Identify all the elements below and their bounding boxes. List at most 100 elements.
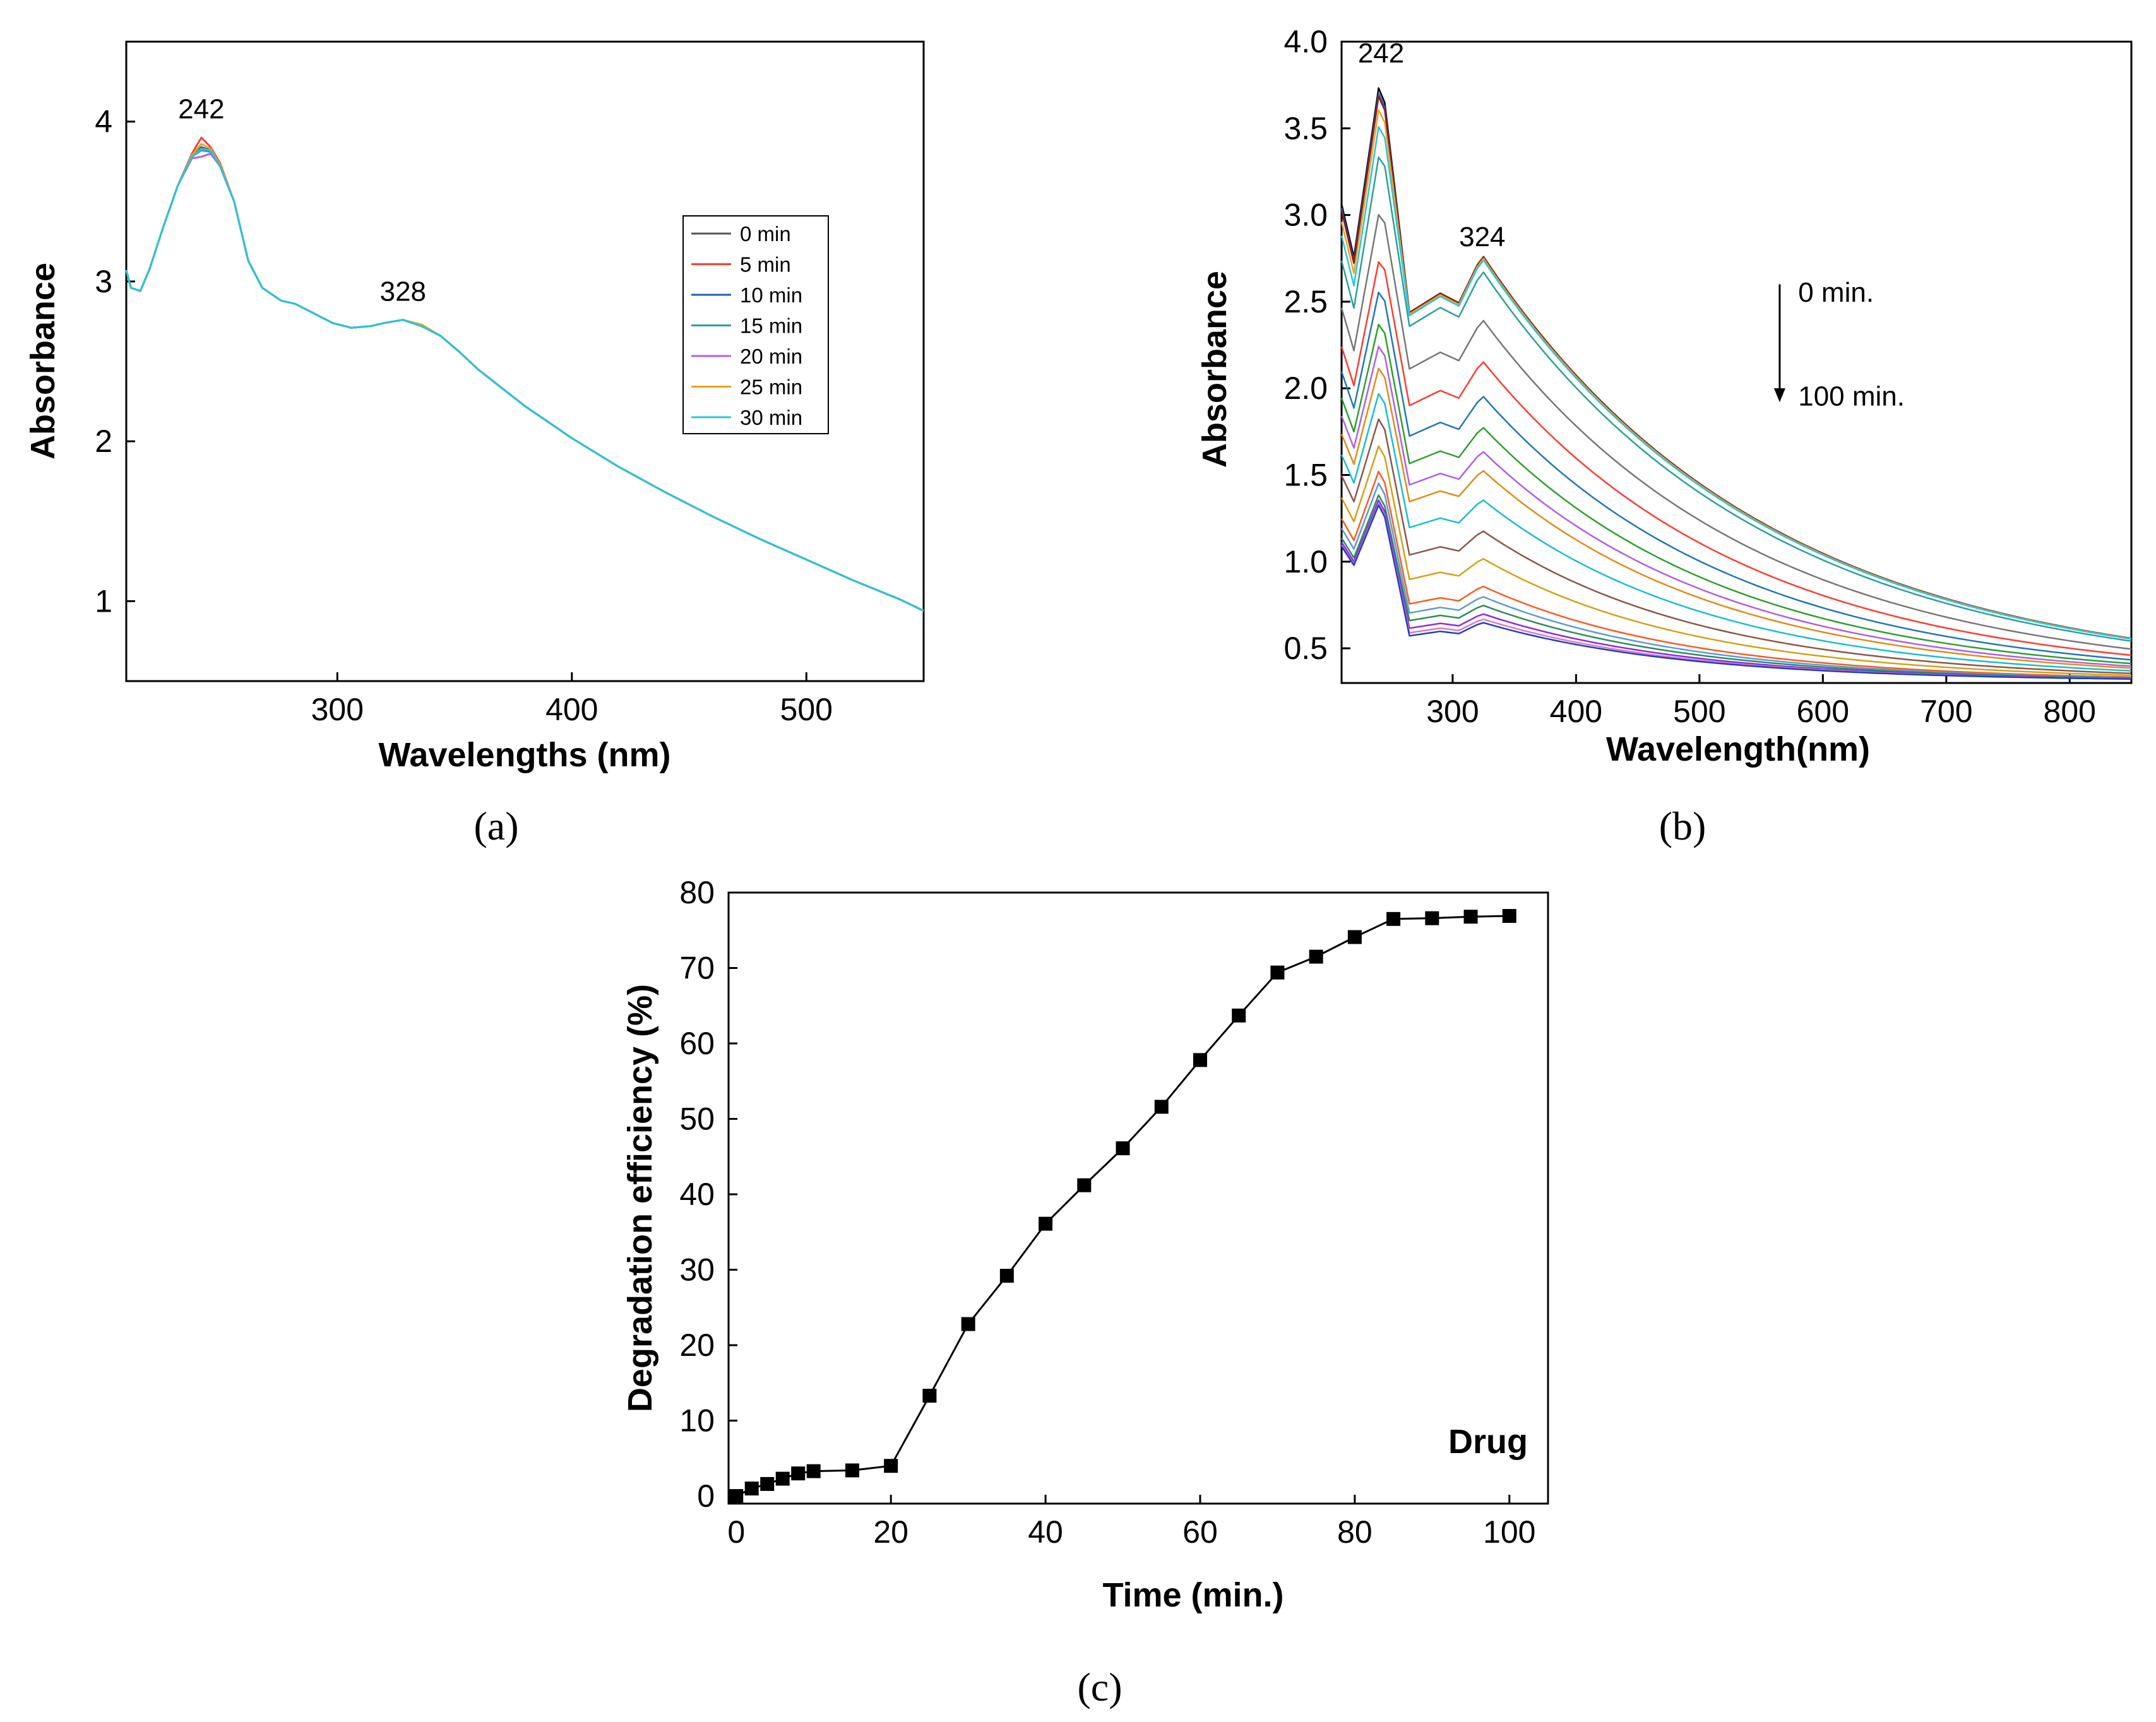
panel-c-data-point bbox=[1193, 1053, 1207, 1067]
panel-a-y-tick-label: 3 bbox=[95, 264, 112, 299]
panel-c-data-point bbox=[1154, 1100, 1169, 1114]
panel-b-x-tick-label: 600 bbox=[1797, 694, 1849, 729]
panel-a-legend-entry: 15 min bbox=[740, 314, 802, 338]
panel-c-x-tick-label: 80 bbox=[1337, 1514, 1373, 1550]
panel-c-data-point bbox=[791, 1466, 806, 1481]
panel-c-data-point bbox=[999, 1269, 1014, 1283]
panel-c-data-point bbox=[1039, 1216, 1053, 1231]
panel-b-series-line bbox=[1340, 504, 2132, 680]
panel-b-series-line bbox=[1340, 292, 2132, 661]
panel-c-x-tick-label: 100 bbox=[1483, 1514, 1535, 1550]
panel-c-data-point bbox=[1463, 910, 1478, 924]
panel-b-trend-arrowhead bbox=[1773, 388, 1785, 403]
panel-c-data-point bbox=[1270, 965, 1285, 980]
panel-b-x-tick-label: 500 bbox=[1673, 694, 1725, 729]
panel-c-y-tick-label: 20 bbox=[679, 1327, 715, 1363]
panel-c-data-point bbox=[1116, 1141, 1130, 1156]
panel-a-series-lines bbox=[125, 136, 924, 612]
panel-b-y-tick-label: 3.0 bbox=[1283, 198, 1328, 233]
panel-b-annotations: 242 324 0 min. 100 min. bbox=[1358, 38, 1905, 412]
panel-c-y-tick-label: 50 bbox=[679, 1101, 715, 1137]
panel-c-chart: 0 20 40 60 80 100 0 10 20 30 40 50 60 70 80 Drug Time … bbox=[621, 875, 1549, 1709]
panel-c-x-tick-label: 40 bbox=[1028, 1514, 1063, 1550]
panel-c-y-axis-label: Degradation efficiency (%) bbox=[621, 984, 659, 1412]
panel-c-series-line bbox=[736, 915, 1510, 1497]
panel-c-y-tick-label: 30 bbox=[679, 1252, 715, 1288]
panel-b-ticks: 300 400 500 600 700 800 0.5 1.0 1.5 2.0 2.5 3.0 3.5 4… bbox=[1283, 24, 2096, 729]
panel-c-data-point bbox=[1232, 1008, 1246, 1023]
panel-b-series-line bbox=[1340, 367, 2132, 669]
panel-c-data-point bbox=[1386, 911, 1401, 926]
panel-c-ticks: 0 20 40 60 80 100 0 10 20 30 40 50 60 70 80 bbox=[679, 875, 1535, 1550]
panel-c-y-tick-label: 80 bbox=[679, 875, 715, 910]
panel-b-y-tick-label: 4.0 bbox=[1283, 24, 1328, 59]
panel-a-legend-entry: 5 min bbox=[740, 253, 791, 276]
panel-c-plot-frame bbox=[727, 891, 1549, 1505]
panel-c-data-point bbox=[744, 1482, 759, 1496]
panel-b-y-axis-label: Absorbance bbox=[1196, 271, 1234, 468]
panel-b-series-line bbox=[1340, 109, 2132, 640]
panel-c-y-tick-label: 70 bbox=[679, 951, 715, 986]
panel-a-legend: 0 min 5 min 10 min 15 min 20 min 25 min 30 min bbox=[682, 215, 829, 434]
panel-b-series-line bbox=[1340, 261, 2132, 656]
panel-b-y-tick-label: 0.5 bbox=[1283, 631, 1328, 666]
panel-a-y-axis-label: Absorbance bbox=[24, 263, 62, 460]
panel-c-data-point bbox=[1502, 909, 1516, 923]
panel-a-x-axis-label: Wavelengths (nm) bbox=[378, 736, 670, 774]
panel-c-data-point bbox=[729, 1489, 744, 1504]
panel-c-y-tick-label: 60 bbox=[679, 1026, 715, 1061]
panel-a-x-tick-label: 300 bbox=[311, 692, 364, 727]
panel-a-series-line bbox=[125, 148, 924, 612]
panel-b-series-line bbox=[1340, 345, 2132, 667]
panel-b-y-tick-label: 1.0 bbox=[1283, 544, 1328, 579]
panel-a-annotations: 242 328 bbox=[178, 94, 426, 307]
panel-b-annotation: 324 bbox=[1459, 222, 1505, 252]
panel-b-y-tick-label: 3.5 bbox=[1283, 110, 1328, 146]
panel-c-x-tick-label: 0 bbox=[727, 1514, 745, 1550]
panel-b-series-line bbox=[1340, 470, 2132, 678]
panel-b-annotation: 0 min. bbox=[1798, 277, 1874, 308]
panel-b-annotation: 242 bbox=[1358, 38, 1404, 69]
panel-a-plot-frame bbox=[125, 40, 925, 682]
panel-c-data-point bbox=[884, 1459, 898, 1473]
panel-c-series-label: Drug bbox=[1448, 1423, 1528, 1461]
panel-c-y-tick-label: 40 bbox=[679, 1177, 715, 1212]
panel-b-x-axis-label: Wavelength(nm) bbox=[1606, 730, 1870, 768]
panel-b-x-tick-label: 700 bbox=[1920, 694, 1972, 729]
panel-b-label: (b) bbox=[1659, 804, 1706, 848]
panel-c-data-point bbox=[1077, 1178, 1092, 1192]
panel-a-legend-entry: 30 min bbox=[740, 406, 802, 429]
panel-b-y-tick-label: 2.5 bbox=[1283, 284, 1328, 319]
panel-a-legend-entry: 25 min bbox=[740, 376, 802, 399]
panel-c-x-tick-label: 60 bbox=[1182, 1514, 1218, 1550]
panel-a-legend-entry: 0 min bbox=[740, 222, 791, 246]
panel-b-series-line bbox=[1340, 92, 2132, 639]
panel-a-y-tick-label: 2 bbox=[95, 424, 112, 459]
panel-c-data-point bbox=[961, 1317, 975, 1331]
panel-b-series-line bbox=[1340, 126, 2132, 640]
panel-c-data-point bbox=[845, 1463, 859, 1478]
panel-b-series-line bbox=[1340, 445, 2132, 677]
panel-b-y-tick-label: 1.5 bbox=[1283, 457, 1328, 492]
panel-c-data-point bbox=[1425, 911, 1439, 925]
panel-a-peak-label: 242 bbox=[178, 94, 224, 125]
panel-c-data-point bbox=[1347, 930, 1362, 944]
panel-b-series-line bbox=[1340, 418, 2132, 675]
panel-b-series-line bbox=[1340, 393, 2132, 672]
panel-b-annotation: 100 min. bbox=[1798, 381, 1905, 412]
panel-c-y-tick-label: 10 bbox=[679, 1403, 715, 1439]
panel-b-x-tick-label: 300 bbox=[1426, 694, 1479, 729]
panel-c-data-points bbox=[729, 909, 1516, 1504]
panel-b-series-line bbox=[1340, 213, 2132, 650]
panel-c-x-axis-label: Time (min.) bbox=[1102, 1576, 1283, 1614]
panel-c-x-tick-label: 20 bbox=[873, 1514, 908, 1550]
panel-c-label: (c) bbox=[1077, 1665, 1122, 1709]
panel-c-data-point bbox=[1309, 949, 1323, 964]
panel-b-x-tick-label: 800 bbox=[2044, 694, 2096, 729]
panel-c-data-point bbox=[806, 1464, 821, 1478]
panel-c-data-point bbox=[922, 1389, 937, 1403]
panel-a-legend-entry: 20 min bbox=[740, 345, 802, 368]
panel-c-y-tick-label: 0 bbox=[697, 1478, 715, 1514]
panel-b-y-tick-label: 2.0 bbox=[1283, 371, 1328, 406]
panel-a-legend-entry: 10 min bbox=[740, 283, 802, 307]
